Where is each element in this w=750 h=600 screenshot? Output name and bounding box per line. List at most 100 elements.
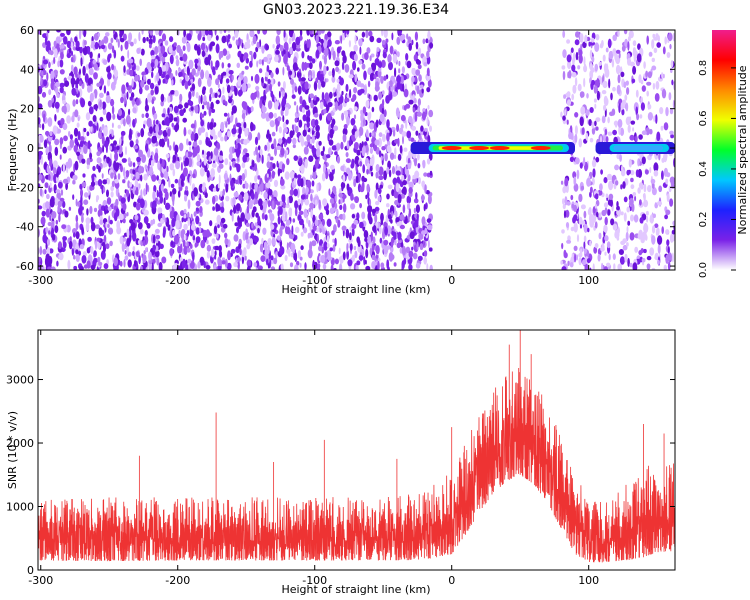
spectrogram-speckle — [571, 93, 575, 101]
spectrogram-speckle — [340, 141, 344, 150]
spectrogram-speckle — [217, 83, 220, 89]
spectrogram-speckle — [152, 218, 156, 225]
spectrogram-speckle — [421, 88, 424, 94]
spectrogram-speckle — [384, 153, 388, 162]
spectrogram-speckle — [562, 198, 565, 205]
colorbar-tick-label-0: 0.0 — [698, 262, 709, 278]
spectrogram-speckle — [603, 202, 609, 208]
spectrogram-speckle — [297, 250, 302, 259]
spectrogram-speckle — [578, 138, 583, 148]
spectrogram-speckle — [241, 173, 246, 182]
spectrogram-speckle — [92, 115, 97, 122]
spectrogram-speckle — [212, 195, 216, 205]
spectrogram-speckle — [152, 234, 156, 244]
spectrogram-speckle — [217, 130, 222, 138]
spectrogram-speckle — [159, 138, 163, 147]
spectrogram-speckle — [167, 128, 171, 137]
spectrogram-speckle — [132, 232, 137, 242]
spectrogram-speckle — [217, 224, 220, 229]
spectrogram-speckle — [38, 183, 41, 188]
spectrogram-speckle — [279, 206, 283, 215]
spectrogram-speckle — [375, 164, 380, 172]
spectrogram-speckle — [353, 245, 357, 251]
spectrogram-speckle — [304, 262, 307, 270]
spectrogram-speckle — [169, 210, 174, 220]
spectrogram-speckle — [356, 149, 361, 156]
spectrogram-speckle — [306, 134, 311, 142]
spectrogram-speckle — [136, 98, 140, 106]
spectrogram-speckle — [178, 71, 183, 77]
spectrogram-speckle — [172, 264, 177, 270]
spectrogram-speckle — [265, 181, 271, 189]
spectrogram-speckle — [626, 226, 629, 233]
spectrogram-speckle — [145, 69, 149, 74]
spectrogram-speckle — [269, 83, 272, 92]
spectrogram-speckle — [245, 57, 249, 64]
spectrogram-speckle — [566, 239, 572, 244]
spectrogram-speckle — [101, 242, 106, 247]
spectrogram-speckle — [282, 66, 285, 76]
spectrogram-speckle — [75, 231, 80, 240]
spectrogram-speckle — [577, 65, 581, 70]
spectrogram-speckle — [109, 219, 113, 225]
spectrogram-speckle — [48, 144, 52, 154]
spectrogram-speckle — [281, 194, 285, 203]
spectrogram-speckle — [150, 49, 155, 57]
spectrogram-speckle — [107, 53, 110, 61]
spectrogram-speckle — [571, 203, 575, 209]
spectrogram-speckle — [170, 183, 175, 189]
spectrogram-speckle — [129, 219, 134, 224]
spectrogram-speckle — [271, 79, 274, 87]
spectrogram-speckle — [194, 43, 198, 51]
spectrogram-speckle — [152, 258, 156, 264]
spectrogram-speckle — [281, 105, 286, 112]
spectrogram-speckle — [337, 92, 341, 98]
spectrogram-speckle — [284, 110, 287, 117]
spectrogram-speckle — [346, 30, 350, 35]
spectrogram-speckle — [184, 194, 188, 202]
spectrogram-speckle — [160, 183, 164, 192]
spectrogram-speckle — [162, 78, 166, 84]
spectrogram-speckle — [294, 206, 298, 217]
spectrogram-speckle — [226, 55, 230, 60]
spectrogram-speckle — [179, 257, 183, 263]
spectrogram-speckle — [69, 139, 75, 148]
spectrogram-speckle — [227, 30, 231, 33]
spectrogram-speckle — [284, 142, 287, 148]
spectrogram-speckle — [151, 98, 155, 105]
spectrogram-speckle — [186, 138, 189, 146]
spectrogram-speckle — [415, 41, 419, 50]
spectrogram-speckle — [177, 190, 181, 198]
spectrogram-speckle — [78, 80, 82, 87]
spectrogram-speckle — [123, 259, 126, 268]
spectrogram-speckle — [255, 85, 260, 91]
spectrogram-speckle — [607, 131, 613, 136]
spectrogram-speckle — [101, 173, 104, 179]
spectrogram-speckle — [71, 50, 73, 57]
spectrogram-speckle — [276, 30, 281, 36]
spectrogram-speckle — [314, 112, 319, 118]
spectrogram-speckle — [358, 38, 363, 47]
spectrogram-speckle — [374, 84, 380, 92]
spectrogram-speckle — [401, 131, 407, 137]
spectrogram-speckle — [253, 51, 257, 60]
spectrogram-speckle — [143, 188, 147, 197]
spectrogram-speckle — [241, 162, 246, 169]
spectrogram-speckle — [62, 146, 67, 154]
spectrogram-speckle — [200, 239, 206, 249]
spectrogram-speckle — [345, 228, 350, 239]
spectrogram-speckle — [300, 137, 305, 147]
spectrogram-speckle — [99, 219, 104, 225]
spectrogram-speckle — [567, 260, 570, 266]
spectrogram-speckle — [181, 36, 187, 44]
spectrogram-speckle — [147, 92, 153, 103]
spectrogram-speckle — [566, 91, 571, 97]
spectrogram-speckle — [375, 182, 379, 191]
spectrogram-speckle — [180, 210, 185, 217]
spectrogram-speckle — [56, 260, 59, 267]
spectrogram-speckle — [382, 51, 387, 59]
spectrogram-speckle — [200, 119, 205, 127]
spectrogram-speckle — [361, 31, 366, 38]
spectrogram-speckle — [334, 258, 339, 265]
spectrogram-speckle — [406, 195, 412, 204]
